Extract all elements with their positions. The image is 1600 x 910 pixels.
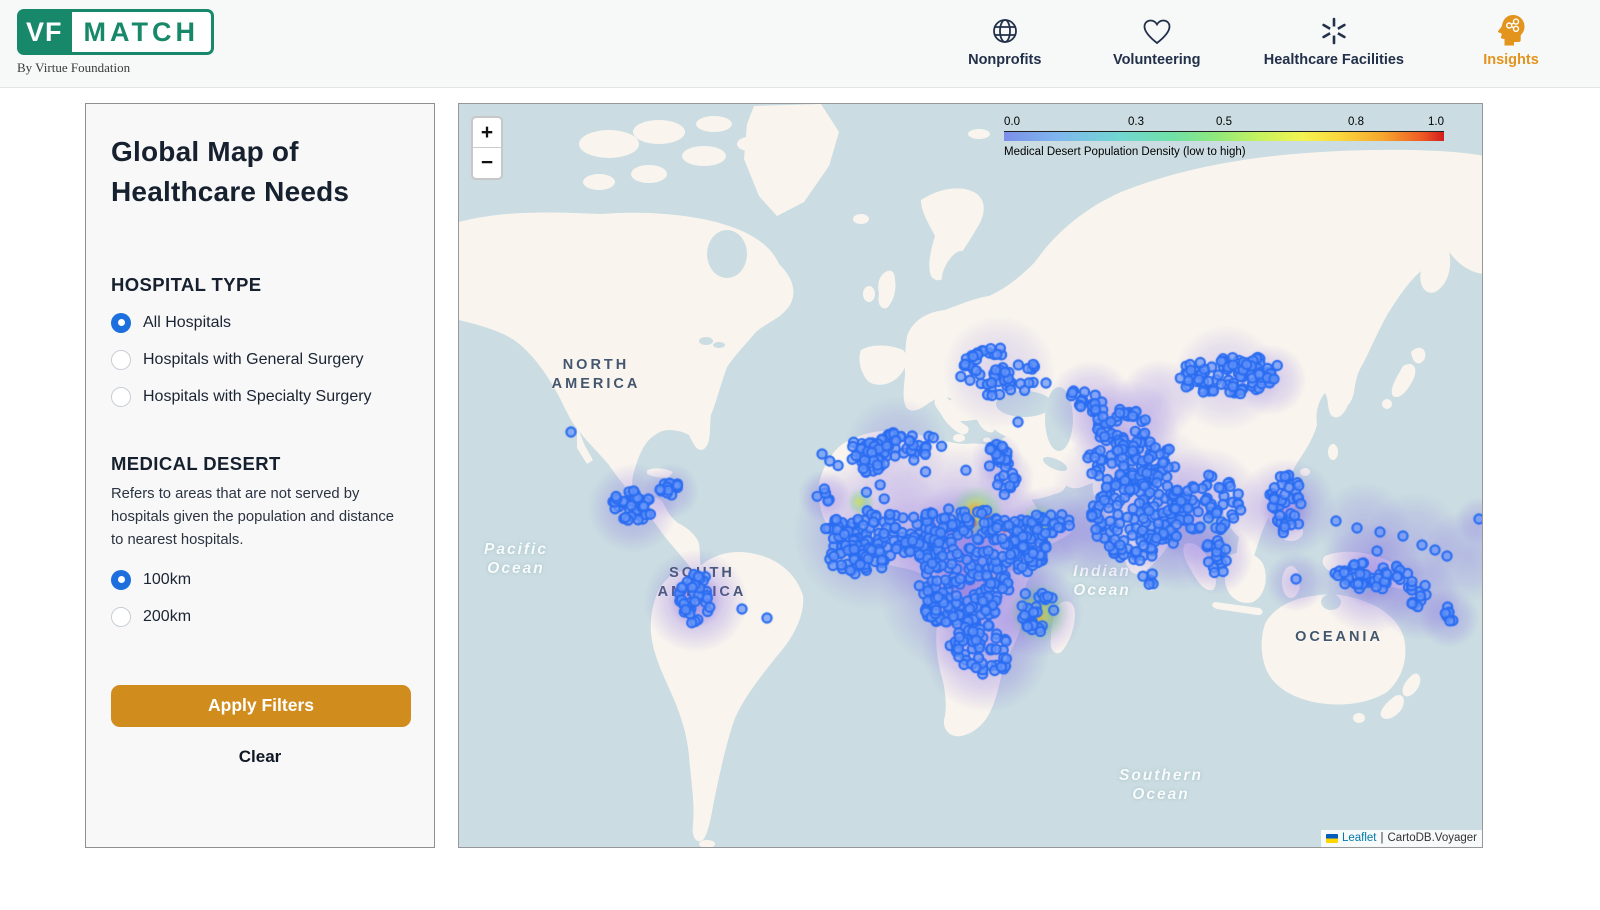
apply-filters-button[interactable]: Apply Filters <box>111 684 411 727</box>
medical-desert-heading: MEDICAL DESERT <box>111 452 281 474</box>
medical-star-icon <box>1319 14 1349 46</box>
map-canvas <box>459 104 1482 847</box>
nav-label: Healthcare Facilities <box>1263 52 1404 68</box>
hospital-type-heading: HOSPITAL TYPE <box>111 273 262 295</box>
logo-match-badge: MATCH <box>71 9 214 55</box>
radio-button[interactable] <box>111 312 131 333</box>
brand-logo[interactable]: VF MATCH By Virtue Foundation <box>17 9 214 76</box>
nav-item-nonprofits[interactable]: Nonprofits <box>960 14 1050 68</box>
radio-button[interactable] <box>111 606 131 627</box>
nav-label: Volunteering <box>1112 52 1201 68</box>
radio-general-surgery[interactable]: Hospitals with General Surgery <box>111 349 409 370</box>
zoom-out-button[interactable]: − <box>480 151 494 174</box>
logo-vf-badge: VF <box>17 9 72 55</box>
radio-100km[interactable]: 100km <box>111 569 409 590</box>
brand-tagline: By Virtue Foundation <box>17 60 131 75</box>
radio-specialty-surgery[interactable]: Hospitals with Specialty Surgery <box>111 386 409 407</box>
attribution-separator: | <box>1380 832 1384 844</box>
radio-button[interactable] <box>111 349 131 370</box>
map-zoom-control: + − <box>471 116 503 180</box>
radio-200km[interactable]: 200km <box>111 606 409 627</box>
radio-button[interactable] <box>111 569 131 590</box>
nav-item-insights[interactable]: Insights <box>1466 14 1556 68</box>
app-header: VF MATCH By Virtue Foundation Nonprofits… <box>0 0 1600 88</box>
world-map[interactable]: NORTHAMERICASOUTHAMERICAOCEANIAPacificOc… <box>458 103 1483 848</box>
zoom-in-button[interactable]: + <box>473 118 501 148</box>
leaflet-link[interactable]: Leaflet <box>1341 832 1377 844</box>
heart-icon <box>1142 14 1172 46</box>
insights-head-icon <box>1496 14 1526 46</box>
nav-label: Insights <box>1483 52 1539 68</box>
radio-label[interactable]: 200km <box>143 607 192 625</box>
ukraine-flag-icon <box>1325 833 1338 843</box>
clear-filters-button[interactable]: Clear <box>238 746 282 766</box>
map-attribution: Leaflet | CartoDB.Voyager <box>1320 830 1482 847</box>
attribution-source: CartoDB.Voyager <box>1387 832 1478 844</box>
radio-button[interactable] <box>111 386 131 407</box>
page-title: Global Map of Healthcare Needs <box>111 136 350 207</box>
nav-item-volunteering[interactable]: Volunteering <box>1112 14 1202 68</box>
radio-label[interactable]: 100km <box>143 570 192 588</box>
nav-item-healthcare-facilities[interactable]: Healthcare Facilities <box>1264 14 1404 68</box>
radio-label[interactable]: Hospitals with Specialty Surgery <box>143 387 372 405</box>
radio-label[interactable]: Hospitals with General Surgery <box>143 350 364 368</box>
main-nav: Nonprofits Volunteering Healthcare Facil… <box>960 14 1556 68</box>
filters-panel: Global Map of Healthcare Needs HOSPITAL … <box>85 103 435 848</box>
nav-label: Nonprofits <box>968 52 1042 68</box>
globe-icon <box>990 14 1020 46</box>
medical-desert-description: Refers to areas that are not served by h… <box>111 485 394 549</box>
radio-all-hospitals[interactable]: All Hospitals <box>111 312 409 333</box>
radio-label[interactable]: All Hospitals <box>143 313 232 331</box>
